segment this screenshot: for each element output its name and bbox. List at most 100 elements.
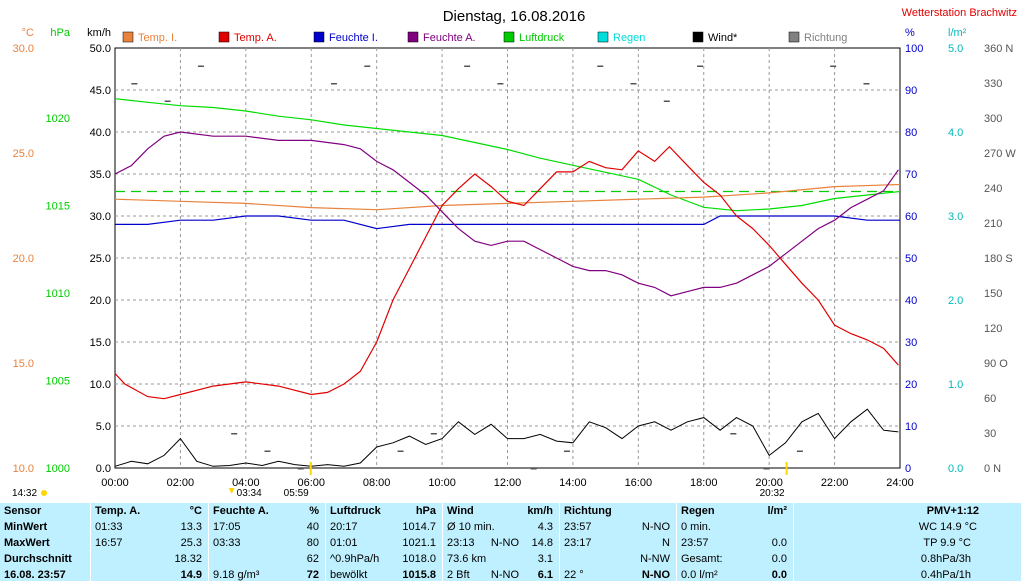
wind-bft: 2 Bft [447, 569, 470, 581]
x-tick-label: 06:00 [297, 477, 325, 489]
x-tick-label: 16:00 [625, 477, 653, 489]
temp-tick-label: 30.0 [13, 43, 34, 55]
humidity-tick-label: 0 [905, 463, 911, 475]
temp-axis-unit: °C [22, 27, 34, 39]
rain-current-value: 0.0 [771, 569, 787, 581]
direction-mark [430, 433, 437, 435]
direction-tick-label: 180 S [984, 253, 1013, 265]
pressure-tick-label: 1015 [46, 201, 70, 213]
temp-outdoor-line [114, 145, 899, 400]
wind-tick-label: 20.0 [90, 295, 111, 307]
hum-max-time: 03:33 [213, 537, 241, 549]
direction-mark [497, 83, 504, 85]
rain-column: Regen l/m² 0 min. 23:57 0.0 Gesamt: 0.0 0.0… [677, 503, 793, 581]
x-tick-label: 04:00 [232, 477, 260, 489]
direction-mark [763, 468, 770, 470]
grid [115, 48, 900, 468]
humidity-tick-label: 40 [905, 295, 917, 307]
legend-swatch [692, 31, 704, 43]
humidity-tick-label: 10 [905, 421, 917, 433]
wind-tick-label: 45.0 [90, 85, 111, 97]
row-label: MaxWert [4, 537, 50, 549]
sensor-header: Sensor [4, 505, 42, 517]
direction-tick-label: 30 [984, 428, 996, 440]
pressure-trend-3h: 0.8hPa/3h [920, 553, 971, 565]
x-tick-label: 18:00 [690, 477, 718, 489]
direction-tick-label: 60 [984, 393, 996, 405]
direction-mark [863, 83, 870, 85]
temp-avg-value: 18.32 [174, 553, 202, 565]
direction-tick-label: 120 [984, 323, 1002, 335]
humidity-tick-label: 70 [905, 169, 917, 181]
sunset-time: 20:32 [760, 488, 785, 499]
rain-tick-label: 5.0 [948, 43, 963, 55]
temp-min-time: 01:33 [95, 521, 123, 533]
wind-mean-value: 3.1 [537, 553, 553, 565]
wind-cur-dir: N-NO [490, 569, 519, 581]
sun-annotations: 05:59 20:32 14:32 03:34 [12, 462, 788, 499]
direction-mark [663, 100, 670, 102]
hum-max-value: 80 [306, 537, 319, 549]
direction-mark [830, 65, 837, 67]
temp-current-value: 14.9 [180, 569, 202, 581]
rain-max-value: 0.0 [771, 537, 787, 549]
rain-tick-label: 4.0 [948, 127, 963, 139]
pmv-header: PMV+1:12 [926, 505, 979, 517]
pressure-tick-label: 1000 [46, 463, 70, 475]
legend-label: Feuchte A. [423, 32, 476, 44]
direction-mark [730, 433, 737, 435]
legend-swatch [218, 31, 230, 43]
hum-header: Feuchte A. [213, 505, 269, 517]
dir-time: 23:57 [564, 521, 592, 533]
row-label: MinWert [4, 521, 48, 533]
direction-tick-label: 90 O [984, 358, 1008, 370]
wind-tick-label: 0.0 [96, 463, 111, 475]
humidity-tick-label: 30 [905, 337, 917, 349]
pres-max-time: 01:01 [330, 537, 358, 549]
temp-tick-label: 25.0 [13, 148, 34, 160]
wind-axis-unit: km/h [87, 27, 111, 39]
wind-column: Wind km/h Ø 10 min. 4.3 23:13 N-NO 14.8 73.6… [443, 503, 559, 581]
legend-label: Temp. I. [138, 32, 177, 44]
x-tick-label: 08:00 [363, 477, 391, 489]
legend-label: Temp. A. [234, 32, 277, 44]
wind-tick-label: 50.0 [90, 43, 111, 55]
wind-tick-label: 5.0 [96, 421, 111, 433]
wind-avg-value: 4.3 [537, 521, 553, 533]
humidity-tick-label: 20 [905, 379, 917, 391]
wind-max-value: 14.8 [531, 537, 553, 549]
direction-mark [630, 83, 637, 85]
legend-swatch [503, 31, 515, 43]
wind-header: Wind [447, 505, 474, 517]
sensor-column: Sensor MinWert MaxWert Durchschnitt 16.0… [0, 503, 90, 581]
pres-avg-value: 1018.0 [402, 553, 436, 565]
humidity-tick-label: 100 [905, 43, 923, 55]
direction-mark [131, 83, 138, 85]
dir-current-value: N-NO [641, 569, 670, 581]
humidity-tick-label: 50 [905, 253, 917, 265]
pressure-axis-unit: hPa [50, 27, 70, 39]
direction-tick-label: 210 [984, 218, 1002, 230]
dir-time: 23:17 [564, 537, 592, 549]
weather-chart: Dienstag, 16.08.2016 Wetterstation Brach… [12, 7, 1017, 499]
legend-swatch [788, 31, 800, 43]
rain-total-label: Gesamt: [681, 553, 723, 565]
legend: Temp. I. Temp. A. Feuchte I. Feuchte A. Luft… [122, 31, 847, 44]
hum-abs: 9.18 g/m³ [213, 569, 260, 581]
moonset-time: 03:34 [237, 488, 262, 499]
direction-mark [331, 83, 338, 85]
direction-tick-label: 240 [984, 183, 1002, 195]
dir-header: Richtung [564, 505, 612, 517]
direction-mark [530, 468, 537, 470]
wind-avg-label: Ø 10 min. [447, 521, 495, 533]
direction-mark [364, 65, 371, 67]
direction-mark [231, 433, 238, 435]
rain-unit: l/m² [767, 505, 787, 517]
wind-tick-label: 40.0 [90, 127, 111, 139]
pres-forecast: bewölkt [330, 569, 368, 581]
direction-tick-label: 330 [984, 78, 1002, 90]
legend-label: Richtung [804, 32, 847, 44]
temp-min-value: 13.3 [180, 521, 202, 533]
temp-tick-label: 10.0 [13, 463, 34, 475]
direction-mark [464, 65, 471, 67]
